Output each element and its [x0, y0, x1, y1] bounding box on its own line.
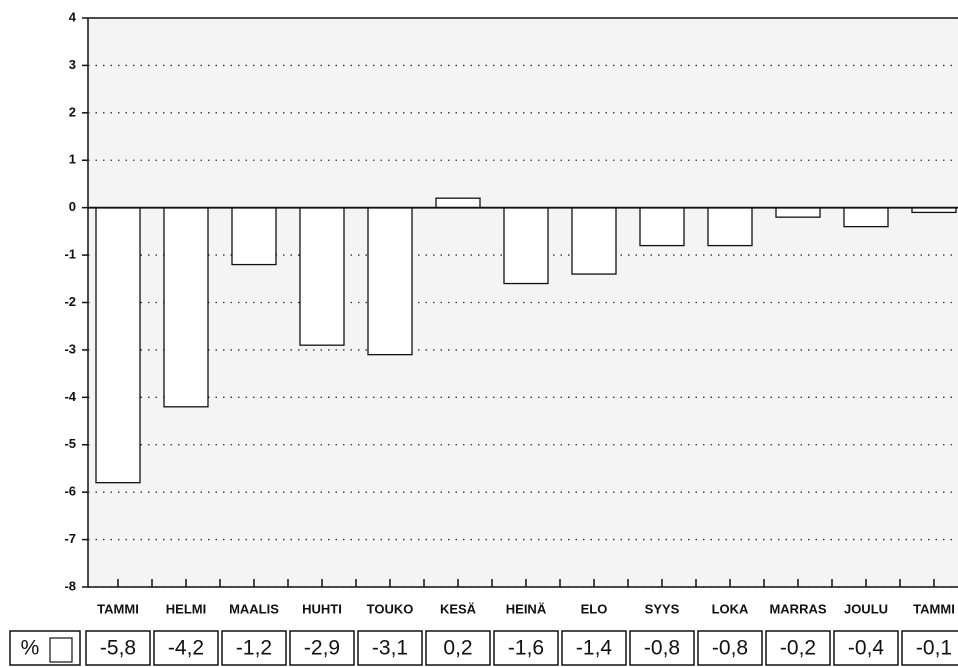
x-tick-label: MARRAS	[769, 601, 826, 616]
value-label: -1,4	[576, 637, 613, 660]
bar	[843, 207, 889, 228]
x-tick-label: TAMMI	[913, 601, 955, 616]
table-cell	[289, 630, 355, 666]
value-label: -0,8	[644, 637, 680, 660]
x-tick-label: TOUKO	[367, 601, 414, 616]
bar	[163, 207, 209, 408]
x-tick-label: HEINÄ	[506, 601, 547, 616]
y-tick-label: -8	[64, 578, 76, 593]
x-tick-label: KESÄ	[440, 601, 477, 616]
y-tick-label: 3	[69, 57, 76, 72]
value-label: -0,4	[848, 637, 885, 660]
table-cell	[765, 630, 831, 666]
y-tick-label: -2	[64, 294, 76, 309]
value-label: -5,8	[100, 637, 136, 660]
y-tick-label: -6	[64, 484, 76, 499]
y-tick-label: -3	[64, 341, 76, 356]
value-label: -2,9	[304, 637, 340, 660]
table-cell	[493, 630, 559, 666]
y-tick-label: -4	[64, 389, 76, 404]
x-tick-label: MAALIS	[229, 601, 279, 616]
bar	[707, 207, 753, 247]
bar	[775, 207, 821, 218]
table-cell	[697, 630, 763, 666]
value-label: -0,8	[712, 637, 748, 660]
value-label: -0,2	[780, 637, 816, 660]
y-tick-label: 1	[69, 152, 76, 167]
value-label: 0,2	[443, 637, 472, 660]
unit-label: %	[21, 637, 40, 660]
y-tick-label: -7	[64, 531, 76, 546]
bar	[435, 197, 481, 209]
y-tick-label: -1	[64, 247, 76, 262]
y-tick-label: -5	[64, 436, 76, 451]
table-cell	[901, 630, 958, 666]
bar	[367, 207, 413, 356]
bar	[231, 207, 277, 266]
unit-cell	[9, 630, 81, 666]
x-tick-label: LOKA	[712, 601, 749, 616]
table-cell	[629, 630, 695, 666]
bar	[571, 207, 617, 275]
unit-box	[49, 637, 73, 663]
x-tick-label: HELMI	[166, 601, 206, 616]
x-tick-label: JOULU	[844, 601, 888, 616]
value-label: -1,2	[236, 637, 272, 660]
value-label: -0,1	[916, 637, 952, 660]
bar	[299, 207, 345, 346]
bar	[503, 207, 549, 285]
table-cell	[561, 630, 627, 666]
y-tick-label: 0	[69, 199, 76, 214]
bar	[95, 207, 141, 484]
x-tick-label: HUHTI	[302, 601, 342, 616]
x-tick-label: TAMMI	[97, 601, 139, 616]
table-cell	[833, 630, 899, 666]
value-label: -4,2	[168, 637, 204, 660]
y-tick-label: 4	[69, 9, 77, 24]
value-label: -3,1	[372, 637, 408, 660]
table-cell	[153, 630, 219, 666]
table-cell	[357, 630, 423, 666]
x-tick-label: SYYS	[645, 601, 680, 616]
value-label: -1,6	[508, 637, 544, 660]
x-tick-label: ELO	[581, 601, 608, 616]
y-tick-label: 2	[69, 104, 76, 119]
table-cell	[425, 630, 491, 666]
table-cell	[221, 630, 287, 666]
table-cell	[85, 630, 151, 666]
bar	[639, 207, 685, 247]
